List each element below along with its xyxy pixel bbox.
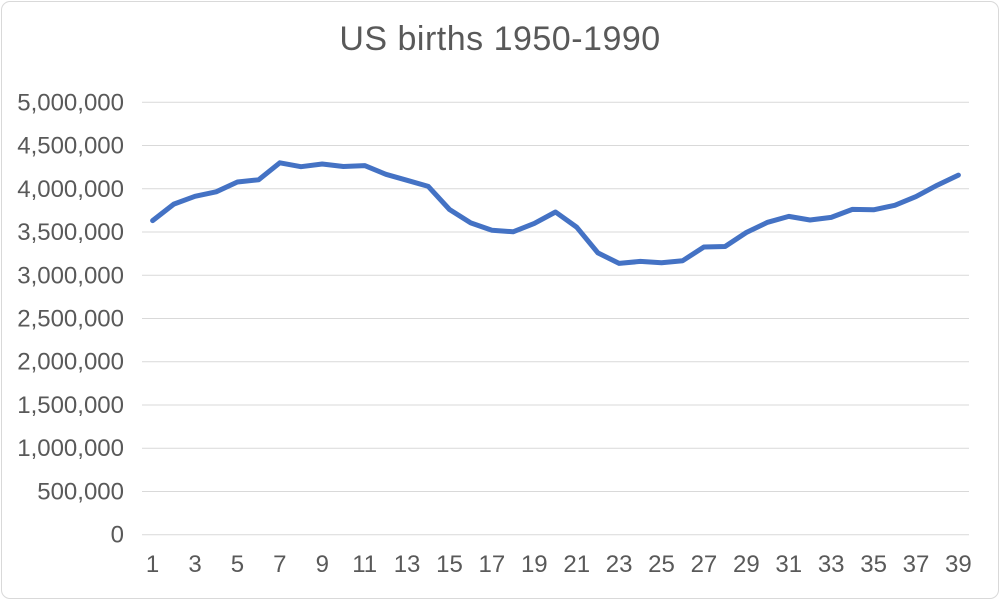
x-axis-tick-label: 9: [316, 551, 329, 578]
y-axis-labels: 5,000,000 4,500,000 4,000,000 3,500,000 3,00…: [17, 89, 124, 548]
x-axis-tick-label: 37: [903, 551, 930, 578]
x-axis-tick-label: 29: [733, 551, 760, 578]
chart-title: US births 1950-1990: [339, 20, 661, 58]
x-axis-tick-label: 11: [352, 551, 377, 578]
x-axis-tick-label: 31: [775, 551, 802, 578]
x-axis-tick-label: 15: [436, 551, 463, 578]
x-axis-tick-label: 35: [860, 551, 887, 578]
x-axis-tick-label: 17: [479, 551, 506, 578]
y-axis-tick-label: 1,000,000: [17, 435, 124, 462]
births-series-line: [150, 160, 961, 266]
x-axis-tick-label: 23: [606, 551, 633, 578]
gridlines: [142, 101, 969, 536]
x-axis-tick-label: 1: [146, 551, 159, 578]
y-axis-tick-label: 500,000: [37, 478, 124, 505]
y-axis-tick-label: 4,000,000: [17, 176, 124, 203]
x-axis-tick-label: 3: [188, 551, 201, 578]
x-axis-tick-label: 19: [521, 551, 548, 578]
x-axis-labels: 1 3 5 7 9 11 13 15 17 19 21 23 25 27 29 31 33 35 37 39: [146, 551, 972, 578]
y-axis-tick-label: 0: [111, 522, 124, 549]
y-axis-tick-label: 3,500,000: [17, 219, 124, 246]
x-axis-tick-label: 5: [231, 551, 244, 578]
y-axis-tick-label: 1,500,000: [17, 392, 124, 419]
y-axis-tick-label: 2,500,000: [17, 306, 124, 333]
x-axis-tick-label: 13: [394, 551, 421, 578]
y-axis-tick-label: 5,000,000: [17, 89, 124, 116]
y-axis-tick-label: 3,000,000: [17, 262, 124, 289]
data-series: [150, 160, 961, 266]
x-axis-tick-label: 25: [648, 551, 675, 578]
x-axis-tick-label: 33: [818, 551, 845, 578]
y-axis-tick-label: 4,500,000: [17, 133, 124, 160]
x-axis-tick-label: 7: [273, 551, 286, 578]
x-axis-tick-label: 39: [945, 551, 972, 578]
x-axis-tick-label: 27: [691, 551, 718, 578]
x-axis-tick-label: 21: [563, 551, 590, 578]
y-axis-tick-label: 2,000,000: [17, 349, 124, 376]
